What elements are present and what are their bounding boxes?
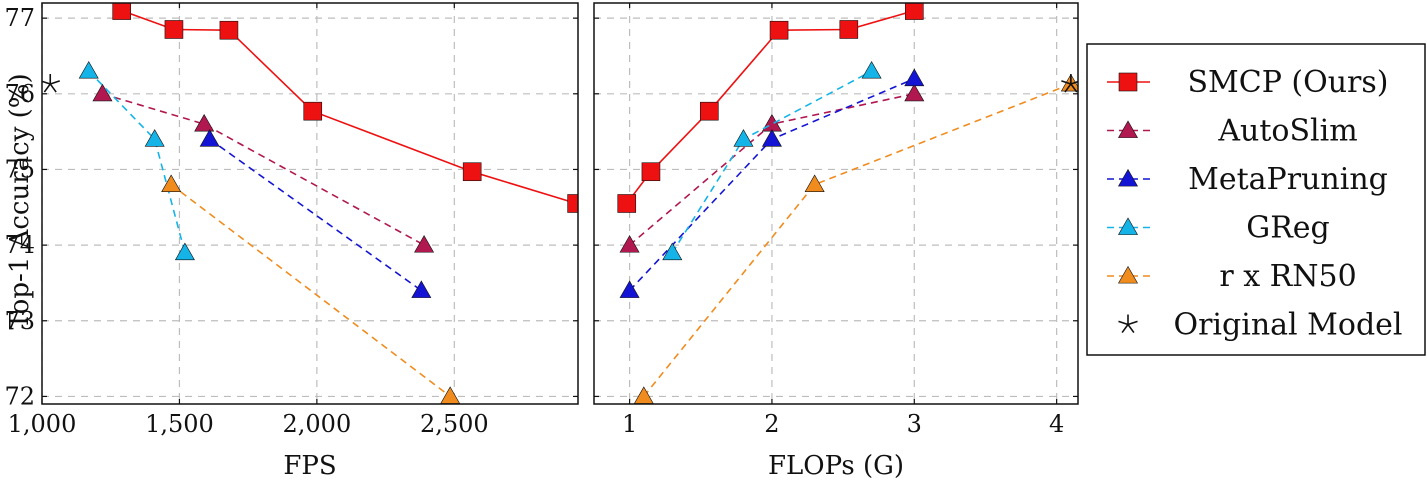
y-tick-label: 75 — [4, 155, 35, 183]
data-point-greg — [861, 60, 882, 79]
legend-item-autoslim: AutoSlim — [1107, 114, 1358, 149]
plot-frame — [41, 2, 579, 405]
data-point-original-model — [1061, 73, 1078, 93]
data-point-greg — [174, 242, 195, 261]
data-point-smcp-ours — [164, 20, 184, 39]
data-point-autoslim — [194, 113, 215, 132]
data-point-greg — [144, 129, 165, 147]
data-point-r-x-rn50 — [161, 174, 182, 193]
legend-item-greg: GReg — [1107, 211, 1330, 246]
y-tick-label: 73 — [4, 307, 35, 335]
legend: SMCP (Ours) AutoSlim MetaPruning GReg r x RN… — [1086, 43, 1426, 356]
legend-marker-r-x-rn50 — [1117, 265, 1139, 284]
series-r-x-rn50 — [633, 73, 1078, 404]
series-line-metapruning — [209, 138, 422, 292]
data-point-smcp-ours — [462, 162, 482, 182]
series-smcp-ours — [617, 3, 924, 213]
data-point-smcp-ours — [219, 20, 239, 40]
legend-label: GReg — [1246, 211, 1330, 246]
data-point-metapruning — [199, 129, 220, 147]
data-point-autoslim — [414, 235, 435, 253]
series-greg — [78, 60, 195, 261]
legend-marker-greg — [1117, 217, 1139, 235]
x-tick-label: 2,000 — [283, 410, 352, 438]
data-point-metapruning — [761, 129, 782, 147]
y-tick-label: 72 — [4, 382, 35, 410]
series-metapruning — [619, 68, 925, 298]
plot-frame — [593, 2, 1079, 405]
data-point-smcp-ours — [567, 194, 578, 213]
y-tick-label: 74 — [4, 231, 35, 259]
plot-area — [617, 3, 1078, 404]
data-point-greg — [78, 60, 99, 79]
legend-label: AutoSlim — [1217, 114, 1357, 149]
data-point-smcp-ours — [303, 101, 323, 121]
legend-item-r-x-rn50: r x RN50 — [1107, 259, 1357, 294]
data-point-smcp-ours — [617, 194, 637, 213]
series-line-smcp-ours — [121, 9, 577, 205]
x-tick-label: 1,500 — [145, 410, 214, 438]
series-r-x-rn50 — [161, 174, 461, 404]
series-autoslim — [92, 83, 435, 253]
legend-item-smcp-ours: SMCP (Ours) — [1107, 65, 1389, 100]
data-point-greg — [733, 129, 754, 147]
data-point-r-x-rn50 — [633, 386, 654, 404]
data-point-autoslim — [904, 83, 925, 102]
data-point-original-model — [42, 73, 61, 93]
y-tick-label: 77 — [4, 4, 35, 32]
x-tick-label: 4 — [1049, 410, 1064, 438]
data-point-autoslim — [619, 235, 640, 253]
x-axis-label: FLOPs (G) — [768, 451, 904, 481]
legend-item-metapruning: MetaPruning — [1107, 162, 1388, 197]
data-point-autoslim — [92, 83, 113, 102]
panel-fps: 1,000 1,500 2,000 2,500 72 73 74 75 76 77 FPS Top-1… — [4, 2, 579, 481]
y-tick-label: 76 — [4, 80, 35, 108]
legend-label: MetaPruning — [1188, 162, 1388, 197]
x-tick-label: 1,000 — [8, 410, 77, 438]
data-point-r-x-rn50 — [804, 174, 825, 193]
data-point-metapruning — [619, 280, 640, 298]
data-point-smcp-ours — [641, 162, 661, 182]
y-axis-label: Top-1 Accuracy (%) — [5, 73, 35, 329]
legend-label: SMCP (Ours) — [1187, 65, 1388, 100]
series-original-model — [1061, 73, 1078, 93]
legend-marker-autoslim — [1117, 120, 1139, 138]
series-metapruning — [199, 129, 432, 298]
legend-marker-metapruning — [1117, 168, 1139, 187]
series-line-r-x-rn50 — [643, 83, 1072, 397]
x-tick-label: 2,500 — [420, 410, 489, 438]
legend-box — [1086, 43, 1426, 356]
data-point-smcp-ours — [769, 20, 789, 40]
series-original-model — [42, 73, 61, 93]
legend-label: r x RN50 — [1219, 259, 1356, 294]
series-line-r-x-rn50 — [170, 183, 451, 398]
series-smcp-ours — [112, 3, 578, 213]
legend-item-original-model: Original Model — [1118, 308, 1403, 343]
legend-marker-smcp-ours — [1118, 72, 1138, 92]
x-tick-label: 1 — [622, 410, 637, 438]
x-tick-label: 2 — [764, 410, 779, 438]
data-point-r-x-rn50 — [440, 386, 461, 404]
x-axis-label: FPS — [283, 451, 336, 481]
data-point-smcp-ours — [700, 101, 719, 121]
legend-label: Original Model — [1174, 308, 1403, 343]
data-point-smcp-ours — [904, 3, 924, 20]
data-point-smcp-ours — [839, 20, 859, 39]
data-point-greg — [662, 242, 683, 261]
x-tick-label: 3 — [907, 410, 922, 438]
plot-area — [42, 3, 578, 404]
data-point-metapruning — [904, 68, 925, 87]
data-point-metapruning — [411, 280, 432, 298]
series-greg — [662, 60, 882, 261]
data-point-smcp-ours — [112, 3, 132, 20]
series-line-greg — [88, 70, 186, 253]
panel-flops: 1 2 3 4 FLOPs (G) — [593, 2, 1079, 481]
legend-marker-original-model — [1118, 314, 1138, 334]
